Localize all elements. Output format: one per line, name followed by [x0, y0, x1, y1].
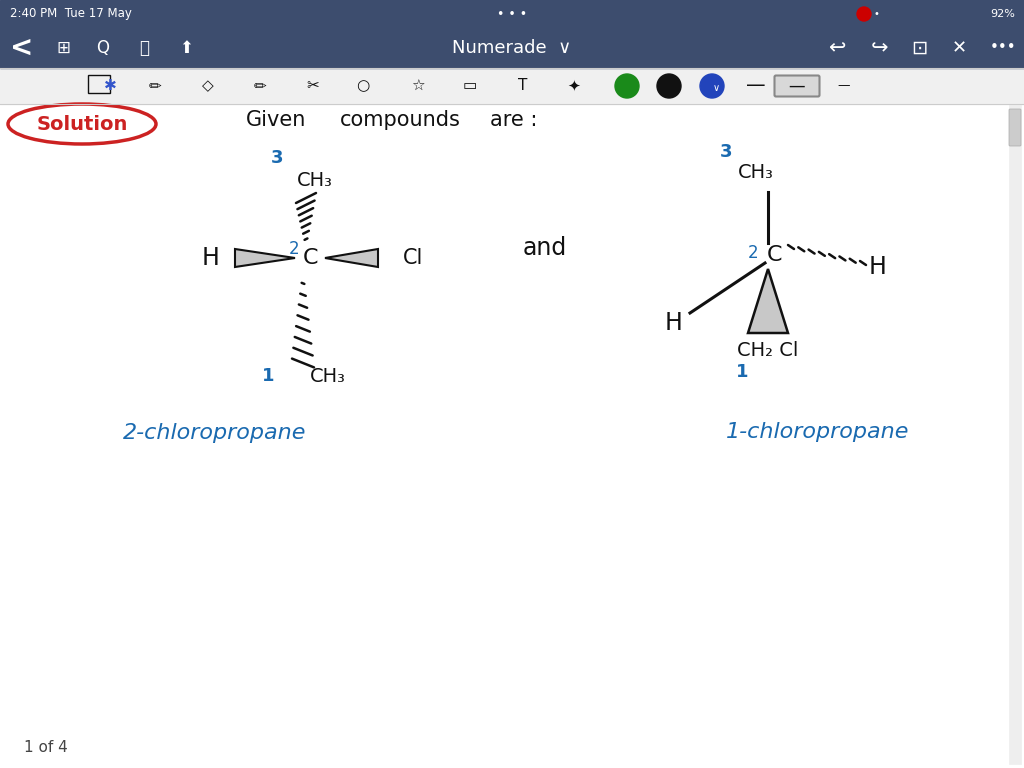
Bar: [0, 68, 1024, 104]
Text: —: —: [838, 80, 850, 92]
Text: <: <: [10, 34, 34, 62]
Text: CH₃: CH₃: [297, 170, 333, 190]
Text: • • •: • • •: [497, 8, 527, 21]
Text: 3: 3: [720, 143, 732, 161]
Text: Solution: Solution: [36, 114, 128, 134]
Bar: [88, 75, 110, 93]
Text: ▭: ▭: [463, 78, 477, 94]
Text: 3: 3: [270, 149, 284, 167]
Text: CH₂ Cl: CH₂ Cl: [737, 340, 799, 359]
Text: ✏: ✏: [254, 78, 266, 94]
Text: 2-chloropropane: 2-chloropropane: [123, 423, 307, 443]
Text: CH₃: CH₃: [738, 163, 774, 181]
Text: —: —: [788, 77, 805, 95]
Circle shape: [615, 74, 639, 98]
Text: •: •: [873, 9, 879, 19]
Text: H: H: [869, 255, 887, 279]
Text: are :: are :: [490, 110, 538, 130]
Text: 🔖: 🔖: [139, 39, 150, 57]
Text: ◇: ◇: [202, 78, 214, 94]
Text: ⬆: ⬆: [179, 39, 193, 57]
Text: Given: Given: [246, 110, 306, 130]
Text: ✕: ✕: [951, 39, 967, 57]
Bar: [1009, 104, 1021, 764]
Text: ∨: ∨: [713, 83, 720, 93]
Text: CH₃: CH₃: [310, 366, 346, 386]
Text: Cl: Cl: [403, 248, 423, 268]
Text: 1 of 4: 1 of 4: [25, 740, 68, 756]
Polygon shape: [325, 249, 378, 267]
Text: H: H: [202, 246, 220, 270]
Text: ☆: ☆: [412, 78, 425, 94]
Text: C: C: [303, 248, 318, 268]
Text: ✱: ✱: [103, 78, 117, 94]
Text: Numerade  ∨: Numerade ∨: [453, 39, 571, 57]
Text: ✦: ✦: [567, 78, 581, 94]
Text: 1: 1: [736, 363, 749, 381]
Circle shape: [657, 74, 681, 98]
Polygon shape: [234, 249, 295, 267]
Text: ✏: ✏: [148, 78, 162, 94]
Text: ↩: ↩: [828, 38, 846, 58]
Circle shape: [700, 74, 724, 98]
Text: and: and: [523, 236, 567, 260]
Text: ⊡: ⊡: [910, 38, 927, 58]
Text: 1-chloropropane: 1-chloropropane: [726, 422, 909, 442]
Text: •••: •••: [989, 41, 1016, 55]
FancyBboxPatch shape: [774, 75, 819, 97]
Text: Q: Q: [96, 39, 110, 57]
FancyBboxPatch shape: [1009, 109, 1021, 146]
Text: C: C: [766, 245, 781, 265]
Text: 2: 2: [289, 240, 299, 258]
Text: T: T: [518, 78, 527, 94]
Text: 2:40 PM  Tue 17 May: 2:40 PM Tue 17 May: [10, 8, 132, 21]
Text: H: H: [665, 311, 683, 335]
Bar: [0, 0, 1024, 28]
Text: 92%: 92%: [990, 9, 1015, 19]
Text: compounds: compounds: [340, 110, 461, 130]
Text: ↪: ↪: [870, 38, 888, 58]
Text: 2: 2: [748, 244, 759, 262]
Text: —: —: [746, 77, 766, 95]
Polygon shape: [748, 269, 788, 333]
Circle shape: [857, 7, 871, 21]
Text: ✂: ✂: [306, 78, 319, 94]
Text: 1: 1: [262, 367, 274, 385]
Bar: [0, 28, 1024, 68]
Text: ⊞: ⊞: [56, 39, 70, 57]
Text: ○: ○: [356, 78, 370, 94]
